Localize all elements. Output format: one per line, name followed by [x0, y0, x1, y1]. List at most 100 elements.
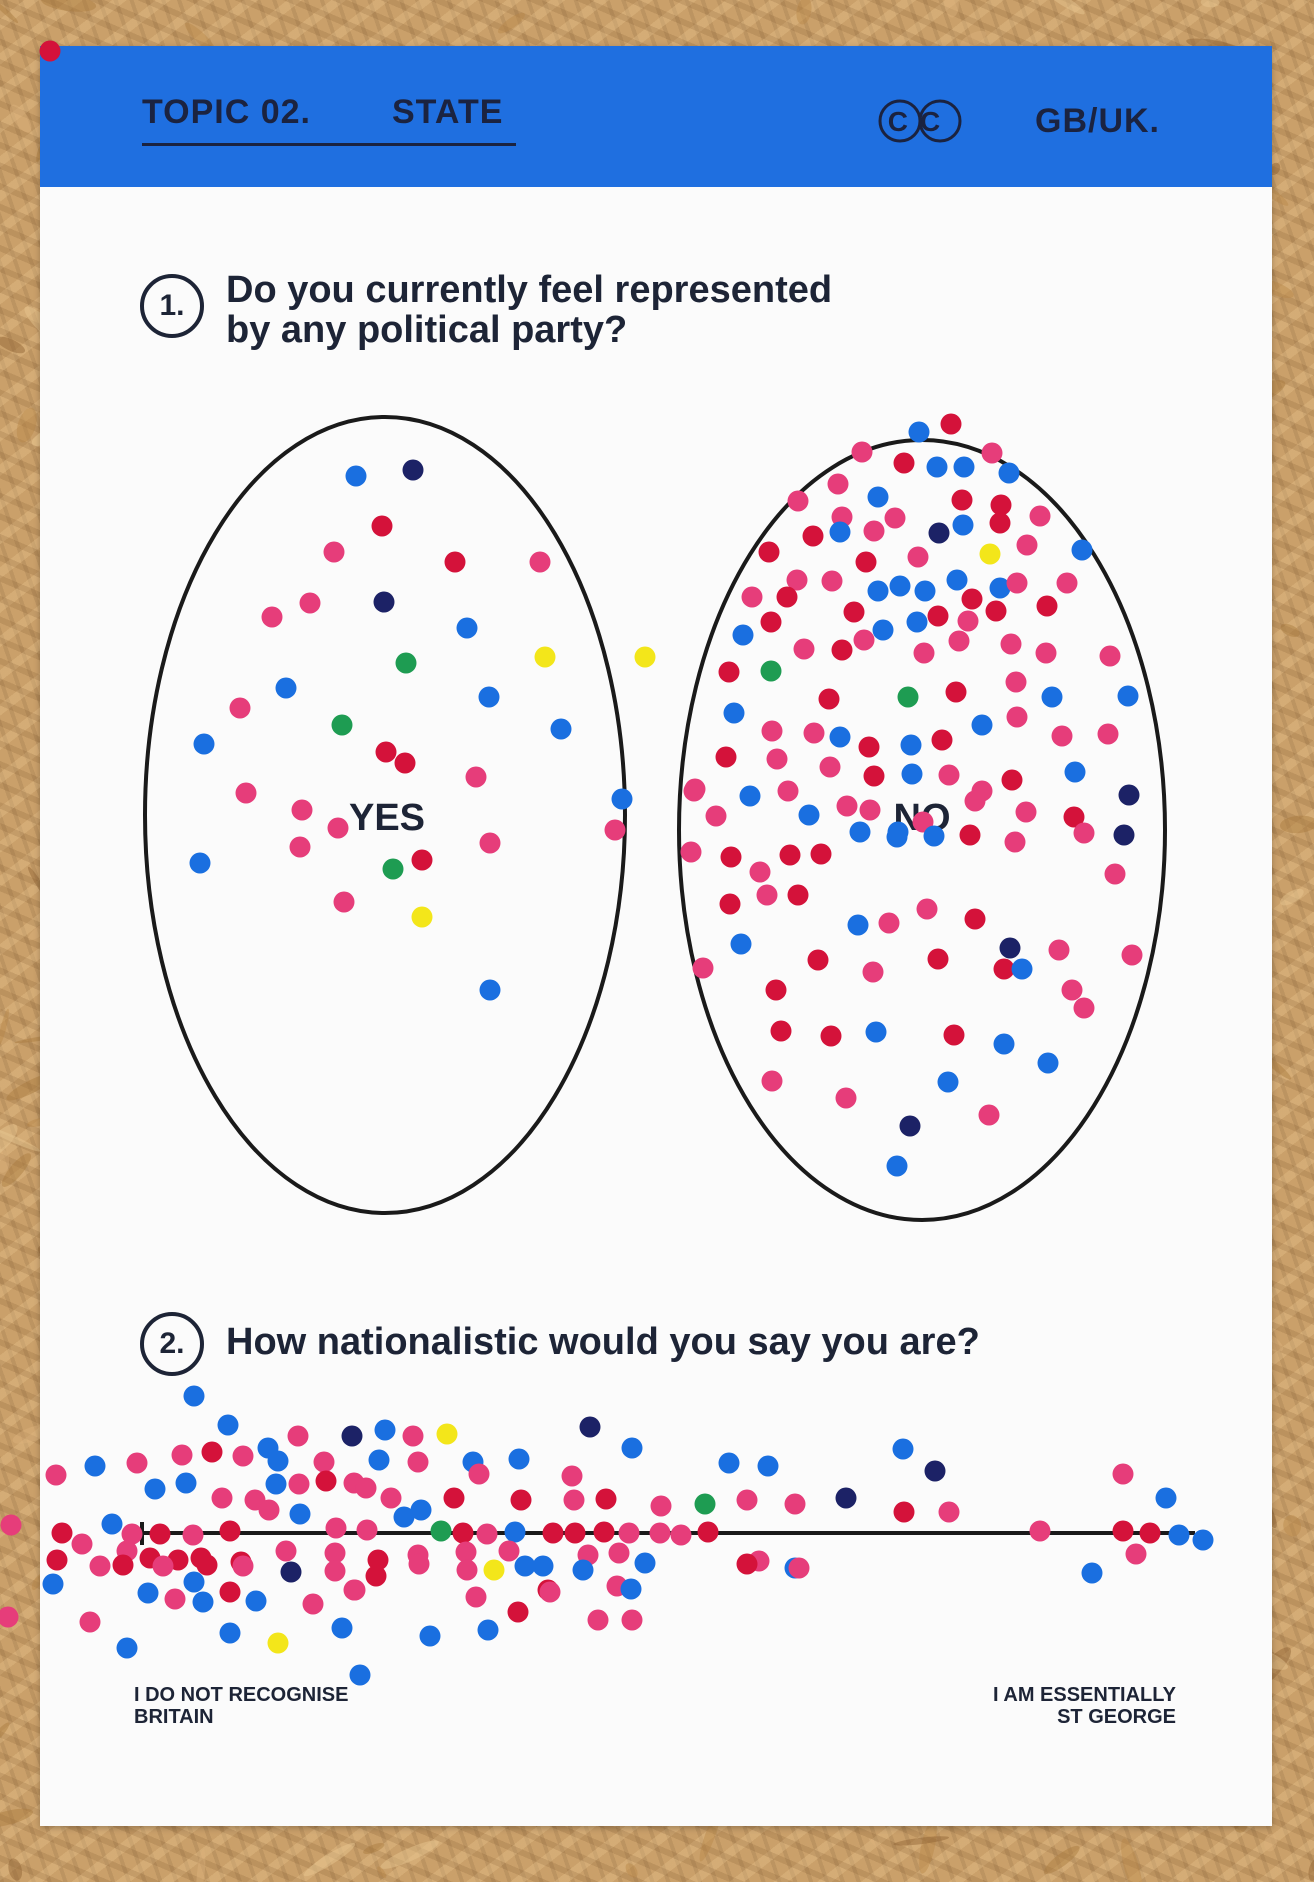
- wood-grain: [0, 1148, 10, 1173]
- wood-grain: [16, 407, 37, 443]
- sticker-dot: [961, 588, 983, 610]
- sticker-dot: [867, 486, 889, 508]
- sticker-dot: [465, 1586, 487, 1608]
- sticker-dot: [951, 489, 973, 511]
- sticker-dot: [957, 610, 979, 632]
- sticker-dot: [550, 718, 572, 740]
- header-underline: [142, 143, 516, 146]
- sticker-dot: [408, 1553, 430, 1575]
- sticker-dot: [410, 1499, 432, 1521]
- sticker-dot: [784, 1493, 806, 1515]
- wood-grain: [960, 30, 987, 49]
- sticker-dot: [478, 686, 500, 708]
- sticker-dot: [0, 1514, 22, 1536]
- wood-grain: [1264, 1833, 1277, 1852]
- sticker-dot: [564, 1522, 586, 1544]
- sticker-dot: [411, 849, 433, 871]
- sticker-dot: [1192, 1529, 1214, 1551]
- sticker-dot: [1139, 1522, 1161, 1544]
- sticker-dot: [211, 1487, 233, 1509]
- sticker-dot: [402, 459, 424, 481]
- sticker-dot: [289, 836, 311, 858]
- sticker-dot: [1037, 1052, 1059, 1074]
- wood-grain: [625, 1863, 638, 1878]
- sticker-dot: [1036, 595, 1058, 617]
- sticker-dot: [943, 1024, 965, 1046]
- sticker-dot: [787, 490, 809, 512]
- sticker-dot: [889, 575, 911, 597]
- sticker-dot: [402, 1425, 424, 1447]
- sticker-dot: [89, 1555, 111, 1577]
- sticker-dot: [618, 1522, 640, 1544]
- wood-grain: [796, 0, 812, 25]
- sticker-dot: [365, 1565, 387, 1587]
- sticker-dot: [407, 1451, 429, 1473]
- sticker-dot: [116, 1637, 138, 1659]
- sticker-dot: [820, 1025, 842, 1047]
- sticker-dot: [1006, 572, 1028, 594]
- sticker-dot: [927, 948, 949, 970]
- sticker-dot: [291, 799, 313, 821]
- wood-grain: [41, 0, 97, 12]
- sticker-dot: [382, 858, 404, 880]
- sticker-dot: [563, 1489, 585, 1511]
- sticker-dot: [1041, 686, 1063, 708]
- sticker-dot: [534, 646, 556, 668]
- sticker-dot: [736, 1553, 758, 1575]
- sticker-dot: [514, 1555, 536, 1577]
- wood-grain: [8, 1858, 23, 1881]
- wood-grain: [919, 1818, 937, 1874]
- sticker-dot: [719, 893, 741, 915]
- sticker-dot: [46, 1549, 68, 1571]
- wood-grain: [1121, 1838, 1143, 1882]
- wood-grain: [363, 1842, 385, 1855]
- sticker-dot: [964, 908, 986, 930]
- sticker-dot: [373, 591, 395, 613]
- sticker-dot: [324, 1542, 346, 1564]
- sticker-dot: [853, 629, 875, 651]
- wood-grain: [0, 1125, 41, 1152]
- sticker-dot: [331, 1617, 353, 1639]
- sticker-dot: [1112, 1520, 1134, 1542]
- wood-grain: [0, 1008, 9, 1046]
- sticker-dots: [0, 40, 1214, 1686]
- sticker-dot: [989, 512, 1011, 534]
- sticker-dot: [766, 748, 788, 770]
- sticker-dot: [985, 600, 1007, 622]
- sticker-dot: [765, 979, 787, 1001]
- sticker-dot: [1117, 685, 1139, 707]
- sticker-dot: [938, 764, 960, 786]
- sticker-dot: [1097, 723, 1119, 745]
- poster-header: TOPIC 02. STATE CC GB/UK.: [40, 46, 1272, 187]
- sticker-dot: [374, 1419, 396, 1441]
- sticker-dot: [998, 462, 1020, 484]
- sticker-dot: [355, 1477, 377, 1499]
- sticker-dot: [455, 1541, 477, 1563]
- sticker-dot: [843, 601, 865, 623]
- sticker-dot: [855, 551, 877, 573]
- sticker-dot: [1001, 769, 1023, 791]
- sticker-dot: [761, 720, 783, 742]
- sticker-dot: [900, 734, 922, 756]
- question-1-number: 1.: [140, 274, 204, 338]
- question-1-text: Do you currently feel represented by any…: [226, 269, 833, 351]
- sticker-dot: [959, 824, 981, 846]
- sticker-dot: [862, 961, 884, 983]
- wood-grain: [0, 0, 19, 24]
- sticker-dot: [1029, 505, 1051, 527]
- sticker-dot: [999, 937, 1021, 959]
- sticker-dot: [479, 979, 501, 1001]
- sticker-dot: [367, 1549, 389, 1571]
- sticker-dot: [810, 843, 832, 865]
- sticker-dot: [937, 1071, 959, 1093]
- sticker-dot: [152, 1555, 174, 1577]
- sticker-dot: [275, 1540, 297, 1562]
- sticker-dot: [79, 1611, 101, 1633]
- sticker-dot: [261, 606, 283, 628]
- sticker-dot: [993, 1033, 1015, 1055]
- sticker-dot: [793, 638, 815, 660]
- sticker-dot: [1048, 939, 1070, 961]
- sticker-dot: [375, 741, 397, 763]
- sticker-dot: [465, 766, 487, 788]
- sticker-dot: [899, 1115, 921, 1137]
